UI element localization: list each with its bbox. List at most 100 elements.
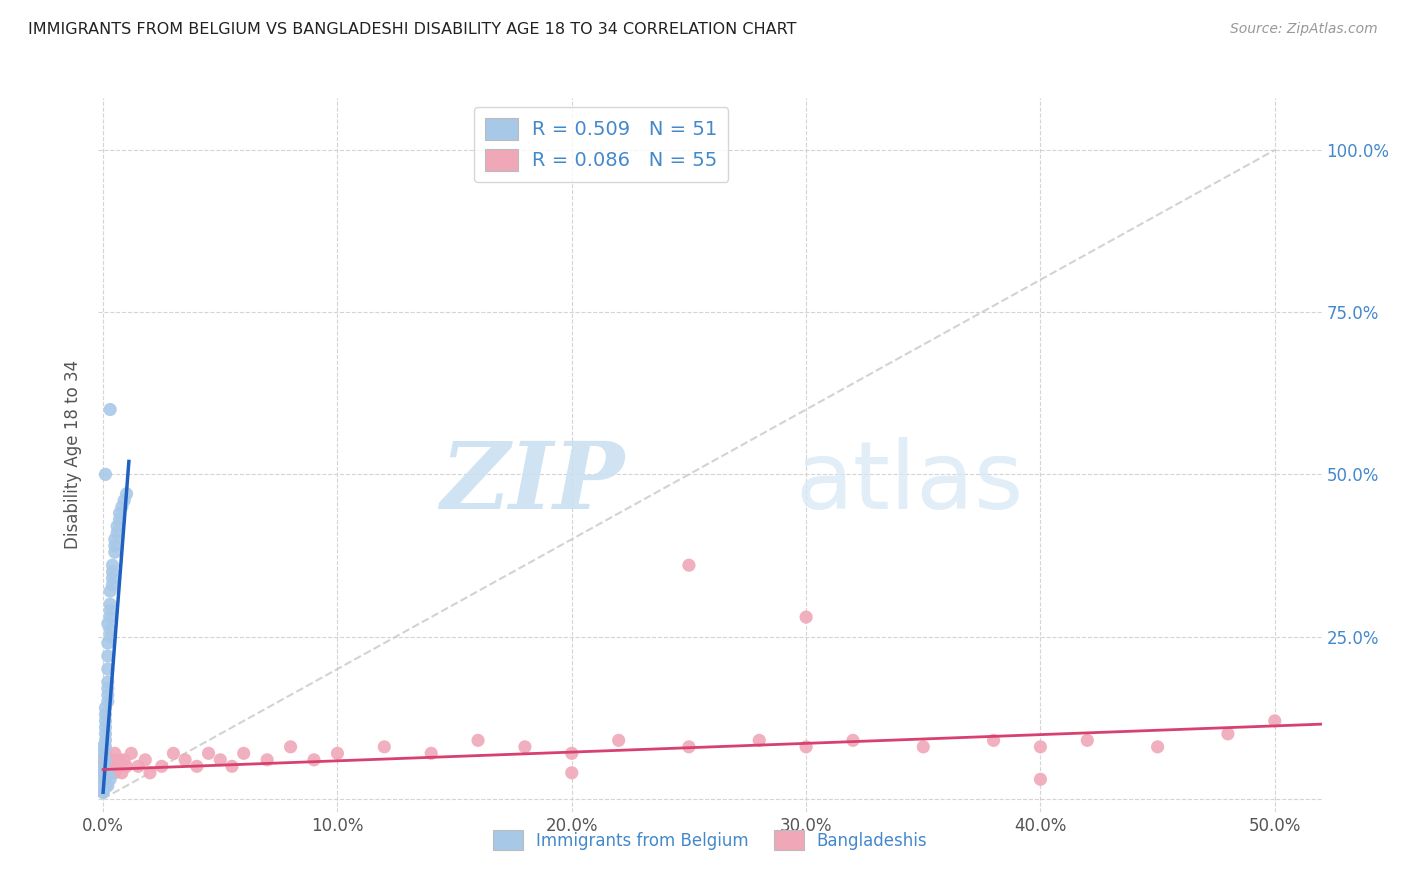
Point bbox=[97, 779, 120, 793]
Point bbox=[104, 533, 127, 547]
Point bbox=[91, 759, 114, 773]
Point bbox=[91, 753, 114, 767]
Text: Source: ZipAtlas.com: Source: ZipAtlas.com bbox=[1230, 22, 1378, 37]
Point bbox=[104, 747, 127, 761]
Point bbox=[101, 577, 124, 591]
Point bbox=[120, 747, 142, 761]
Point bbox=[91, 779, 114, 793]
Point bbox=[467, 733, 489, 747]
Point bbox=[302, 753, 325, 767]
Point bbox=[98, 604, 121, 618]
Point bbox=[209, 753, 232, 767]
Point bbox=[94, 772, 117, 787]
Point bbox=[127, 759, 149, 773]
Point bbox=[98, 623, 121, 637]
Point bbox=[91, 759, 114, 773]
Point bbox=[91, 747, 114, 761]
Point bbox=[150, 759, 173, 773]
Point bbox=[280, 739, 302, 754]
Point bbox=[326, 747, 349, 761]
Point bbox=[105, 519, 128, 533]
Point bbox=[162, 747, 184, 761]
Point bbox=[111, 765, 134, 780]
Point bbox=[97, 675, 120, 690]
Point bbox=[112, 753, 135, 767]
Point bbox=[912, 739, 935, 754]
Point bbox=[420, 747, 443, 761]
Point bbox=[1216, 727, 1239, 741]
Point bbox=[748, 733, 770, 747]
Point bbox=[94, 765, 117, 780]
Point bbox=[98, 610, 121, 624]
Point bbox=[94, 779, 117, 793]
Point bbox=[91, 765, 114, 780]
Point bbox=[983, 733, 1005, 747]
Point bbox=[1264, 714, 1286, 728]
Point bbox=[94, 733, 117, 747]
Point bbox=[94, 707, 117, 722]
Point bbox=[101, 753, 124, 767]
Point bbox=[1029, 772, 1052, 787]
Point bbox=[98, 630, 121, 644]
Point bbox=[97, 636, 120, 650]
Point bbox=[97, 759, 120, 773]
Point bbox=[97, 694, 120, 708]
Point bbox=[94, 753, 117, 767]
Point bbox=[115, 487, 138, 501]
Point bbox=[97, 753, 120, 767]
Point bbox=[94, 714, 117, 728]
Text: ZIP: ZIP bbox=[440, 439, 624, 528]
Point bbox=[1029, 739, 1052, 754]
Point bbox=[134, 753, 156, 767]
Text: atlas: atlas bbox=[796, 437, 1024, 530]
Text: IMMIGRANTS FROM BELGIUM VS BANGLADESHI DISABILITY AGE 18 TO 34 CORRELATION CHART: IMMIGRANTS FROM BELGIUM VS BANGLADESHI D… bbox=[28, 22, 797, 37]
Legend: Immigrants from Belgium, Bangladeshis: Immigrants from Belgium, Bangladeshis bbox=[486, 823, 934, 857]
Point bbox=[104, 539, 127, 553]
Point bbox=[108, 513, 131, 527]
Point bbox=[91, 785, 114, 799]
Point bbox=[91, 765, 114, 780]
Point bbox=[108, 753, 131, 767]
Point bbox=[94, 747, 117, 761]
Point bbox=[221, 759, 243, 773]
Point bbox=[513, 739, 536, 754]
Point bbox=[108, 506, 131, 520]
Point bbox=[94, 467, 117, 482]
Point bbox=[98, 772, 121, 787]
Point bbox=[94, 701, 117, 715]
Point bbox=[98, 759, 121, 773]
Point bbox=[607, 733, 630, 747]
Point bbox=[105, 525, 128, 540]
Point bbox=[842, 733, 865, 747]
Point bbox=[97, 688, 120, 702]
Point bbox=[98, 765, 121, 780]
Point bbox=[1076, 733, 1098, 747]
Point bbox=[678, 558, 700, 573]
Point bbox=[104, 545, 127, 559]
Point bbox=[197, 747, 219, 761]
Point bbox=[561, 765, 583, 780]
Point bbox=[101, 565, 124, 579]
Point bbox=[101, 571, 124, 585]
Point bbox=[94, 727, 117, 741]
Point bbox=[174, 753, 197, 767]
Point bbox=[91, 739, 114, 754]
Point bbox=[94, 720, 117, 734]
Point bbox=[105, 759, 128, 773]
Point bbox=[97, 662, 120, 676]
Point bbox=[186, 759, 208, 773]
Point bbox=[373, 739, 395, 754]
Point bbox=[1146, 739, 1168, 754]
Point bbox=[94, 772, 117, 787]
Point bbox=[139, 765, 162, 780]
Point bbox=[256, 753, 278, 767]
Point bbox=[94, 739, 117, 754]
Point bbox=[794, 739, 817, 754]
Point bbox=[678, 739, 700, 754]
Point bbox=[97, 648, 120, 663]
Point bbox=[91, 772, 114, 787]
Point bbox=[561, 747, 583, 761]
Point bbox=[91, 785, 114, 799]
Point bbox=[104, 765, 127, 780]
Point bbox=[101, 558, 124, 573]
